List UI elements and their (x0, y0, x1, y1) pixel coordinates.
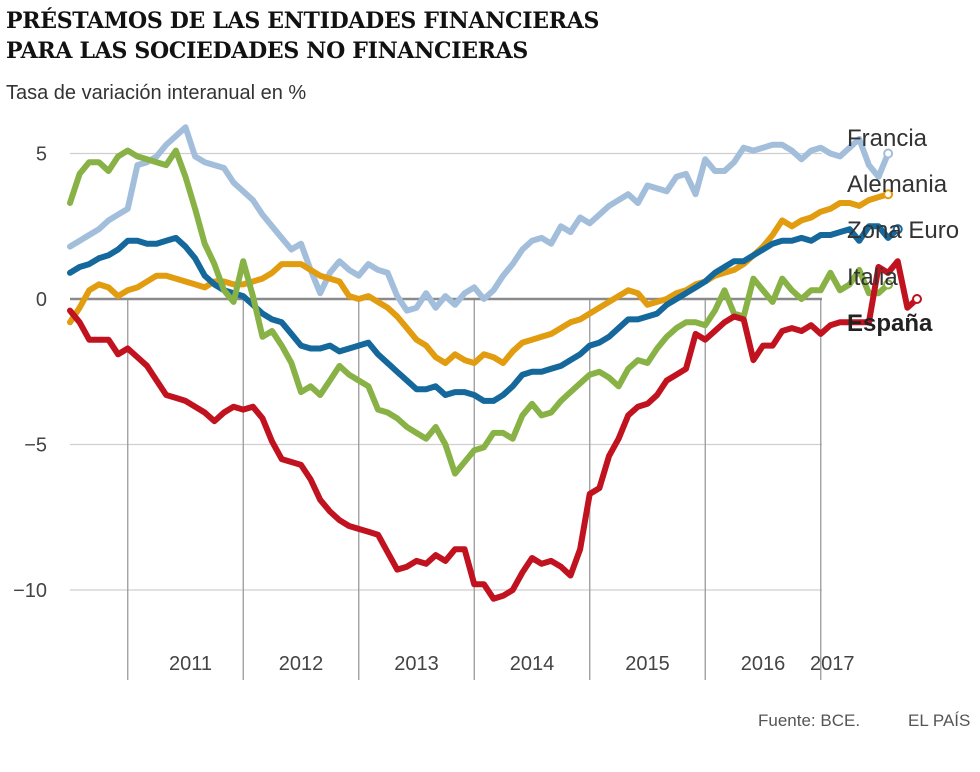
y-tick-label: 5 (36, 144, 47, 166)
series-end-marker (883, 148, 894, 159)
series-end-marker (911, 294, 922, 304)
year-separators (127, 300, 822, 680)
series-line-españa (67, 258, 920, 602)
y-axis-ticks: 5 0 −5 −10 (13, 144, 47, 603)
legend: Francia Alemania Zona Euro Italia España (847, 125, 959, 337)
x-axis-year-labels: 2011 2012 2013 2014 2015 2016 2017 (169, 653, 855, 675)
y-tick-label: −5 (24, 435, 47, 457)
source-note: Fuente: BCE. (758, 711, 861, 730)
legend-label: España (847, 310, 933, 337)
legend-label: Francia (847, 125, 928, 152)
series-end-marker (883, 279, 894, 290)
grid-lines (70, 152, 822, 591)
x-tick-label: 2016 (741, 653, 786, 675)
series-line-francia (67, 124, 892, 314)
chart-title-line1: PRÉSTAMOS DE LAS ENTIDADES FINANCIERAS (6, 8, 600, 34)
chart-subtitle: Tasa de variación interanual en % (6, 82, 307, 104)
series-lines (67, 124, 922, 602)
x-tick-label: 2015 (625, 653, 670, 675)
series-line-zona-euro (67, 223, 901, 404)
series-line-italia (67, 147, 892, 477)
x-tick-label: 2011 (169, 653, 212, 675)
legend-label: Alemania (847, 171, 948, 198)
legend-label: Italia (847, 264, 898, 291)
x-tick-label: 2014 (510, 653, 555, 675)
x-tick-label: 2013 (394, 653, 439, 675)
series-line-alemania (67, 191, 892, 366)
chart-title: PRÉSTAMOS DE LAS ENTIDADES FINANCIERAS P… (6, 6, 599, 66)
x-tick-label: 2017 (810, 653, 855, 675)
y-tick-label: 0 (36, 289, 47, 311)
legend-label: Zona Euro (847, 217, 959, 244)
y-tick-label: −10 (13, 580, 47, 602)
chart-title-line2: PARA LAS SOCIEDADES NO FINANCIERAS (6, 38, 529, 64)
x-tick-label: 2012 (279, 653, 324, 675)
series-end-marker (883, 189, 894, 200)
series-end-marker (892, 224, 903, 235)
publisher-credit: EL PAÍS (908, 711, 971, 730)
